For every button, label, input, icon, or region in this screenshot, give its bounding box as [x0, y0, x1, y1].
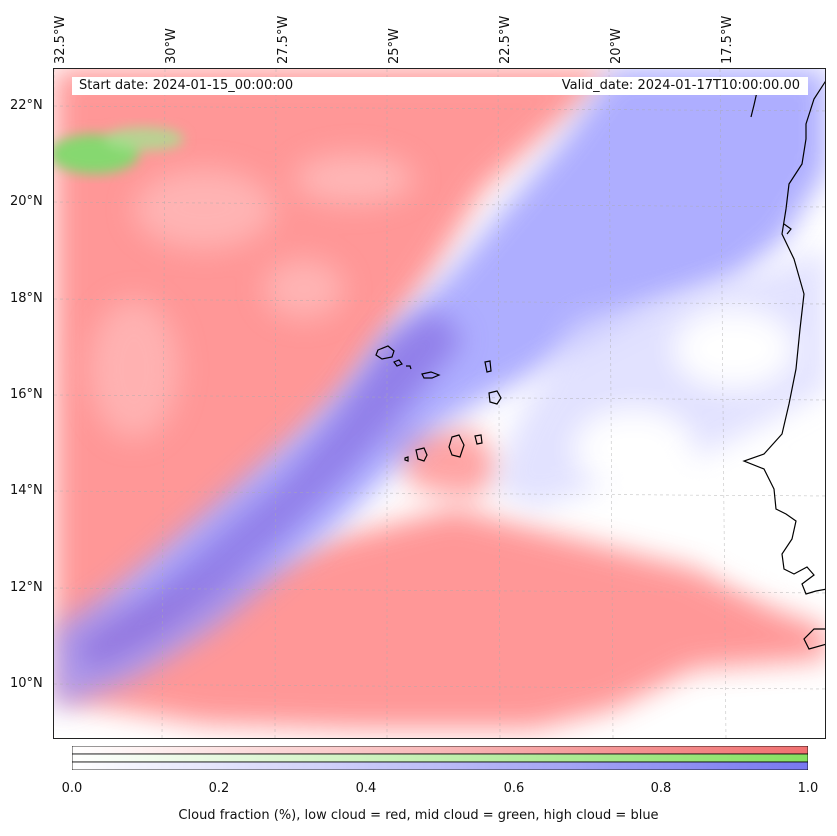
valid-date-label: Valid_date: 2024-01-17T10:00:00.00 — [561, 78, 800, 93]
lat-label-20n: 20°N — [10, 194, 43, 209]
colorbar-tick-1: 0.2 — [208, 781, 230, 796]
colorbar-caption: Cloud fraction (%), low cloud = red, mid… — [178, 808, 659, 823]
colorbar-tick-5: 1.0 — [797, 781, 819, 796]
lat-label-12n: 12°N — [10, 580, 43, 595]
colorbar-tick-0: 0.0 — [61, 781, 83, 796]
colorbar-tick-4: 0.8 — [650, 781, 672, 796]
colorbar-low — [71, 745, 809, 755]
lon-label-17-5w: 17.5°W — [720, 15, 735, 64]
start-date-label: Start date: 2024-01-15_00:00:00 — [79, 78, 294, 93]
lat-label-18n: 18°N — [10, 291, 43, 306]
colorbar-tick-3: 0.6 — [503, 781, 525, 796]
lon-label-32-5w: 32.5°W — [53, 15, 68, 64]
mid-cloud-patch — [54, 127, 184, 174]
low-cloud-light-patches — [89, 154, 414, 439]
dark-band — [74, 309, 464, 669]
gridlines — [54, 69, 825, 738]
lon-label-25w: 25°W — [387, 28, 402, 64]
colorbar — [71, 745, 809, 771]
lat-label-14n: 14°N — [10, 483, 43, 498]
high-cloud-light-patches — [494, 249, 825, 579]
cloud-fraction-map — [53, 68, 826, 739]
lon-label-20w: 20°W — [609, 28, 624, 64]
colorbar-mid — [71, 753, 809, 763]
lon-label-22-5w: 22.5°W — [498, 15, 513, 64]
lon-label-27-5w: 27.5°W — [276, 15, 291, 64]
date-info-bar: Start date: 2024-01-15_00:00:00 Valid_da… — [72, 77, 808, 95]
cape-verde-islands — [375, 345, 502, 462]
lat-label-22n: 22°N — [10, 98, 43, 113]
lat-label-16n: 16°N — [10, 387, 43, 402]
colorbar-high — [71, 761, 809, 771]
lon-label-30w: 30°W — [164, 28, 179, 64]
colorbar-tick-2: 0.4 — [355, 781, 377, 796]
lat-label-10n: 10°N — [10, 676, 43, 691]
